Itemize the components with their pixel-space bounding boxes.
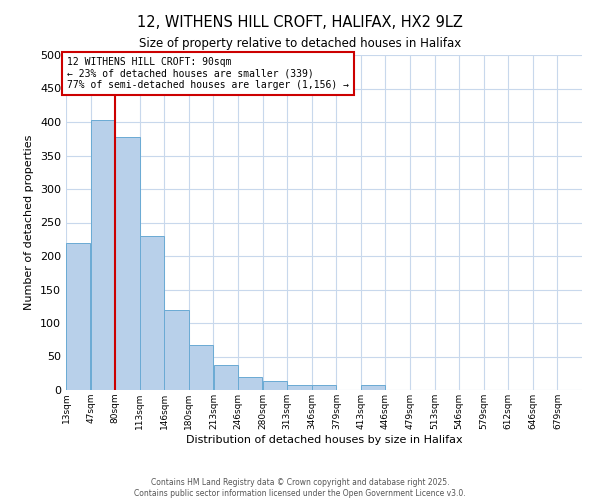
- Bar: [238, 376, 262, 390]
- Bar: [140, 236, 164, 390]
- Text: Size of property relative to detached houses in Halifax: Size of property relative to detached ho…: [139, 38, 461, 51]
- Y-axis label: Number of detached properties: Number of detached properties: [25, 135, 34, 310]
- Bar: [214, 364, 238, 390]
- Bar: [263, 380, 287, 390]
- Bar: [66, 242, 91, 390]
- Text: 12, WITHENS HILL CROFT, HALIFAX, HX2 9LZ: 12, WITHENS HILL CROFT, HALIFAX, HX2 9LZ: [137, 15, 463, 30]
- Bar: [312, 386, 336, 390]
- Text: Contains HM Land Registry data © Crown copyright and database right 2025.
Contai: Contains HM Land Registry data © Crown c…: [134, 478, 466, 498]
- Text: 12 WITHENS HILL CROFT: 90sqm
← 23% of detached houses are smaller (339)
77% of s: 12 WITHENS HILL CROFT: 90sqm ← 23% of de…: [67, 57, 349, 90]
- Bar: [115, 136, 140, 390]
- Bar: [287, 386, 311, 390]
- Bar: [361, 384, 385, 390]
- Bar: [189, 345, 213, 390]
- Bar: [91, 120, 115, 390]
- Bar: [164, 310, 188, 390]
- X-axis label: Distribution of detached houses by size in Halifax: Distribution of detached houses by size …: [185, 434, 463, 444]
